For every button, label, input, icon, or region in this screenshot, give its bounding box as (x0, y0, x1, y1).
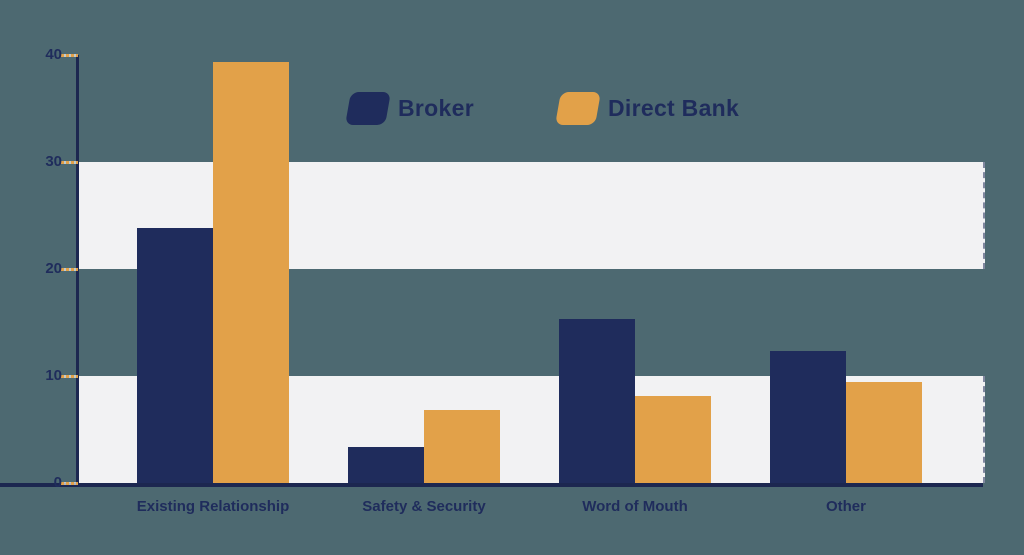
y-axis-tick (61, 375, 78, 378)
bar-direct-bank-existing-relationship (213, 62, 289, 483)
legend-item-direct-bank: Direct Bank (555, 92, 740, 125)
y-axis-label: 10 (45, 367, 62, 384)
bar-broker-other (770, 351, 846, 483)
bar-direct-bank-word-of-mouth (635, 396, 711, 483)
x-axis-label-safety-security: Safety & Security (362, 498, 486, 515)
bar-direct-bank-safety-security (424, 410, 500, 483)
x-axis-label-other: Other (825, 498, 866, 515)
x-axis-line (0, 483, 983, 487)
y-axis-tick (61, 268, 78, 271)
bar-broker-word-of-mouth (559, 319, 635, 483)
bar-broker-existing-relationship (137, 228, 213, 483)
x-axis-label-existing-relationship: Existing Relationship (136, 498, 290, 515)
legend-label-direct-bank: Direct Bank (608, 95, 740, 121)
legend-item-broker: Broker (345, 92, 474, 125)
bar-broker-safety-security (348, 446, 424, 483)
y-axis-label: 40 (45, 46, 62, 63)
legend-swatch-broker (345, 92, 391, 125)
y-axis-tick (61, 482, 78, 485)
x-axis-label-word-of-mouth: Word of Mouth (582, 498, 688, 515)
y-axis-tick (61, 54, 78, 57)
y-axis-label: 30 (45, 153, 62, 170)
bar-direct-bank-other (846, 382, 922, 483)
legend-swatch-direct-bank (555, 92, 601, 125)
y-axis-tick (61, 161, 78, 164)
legend-label-broker: Broker (398, 95, 474, 121)
y-axis-label: 20 (45, 260, 62, 277)
y-axis-label: 0 (53, 474, 62, 491)
